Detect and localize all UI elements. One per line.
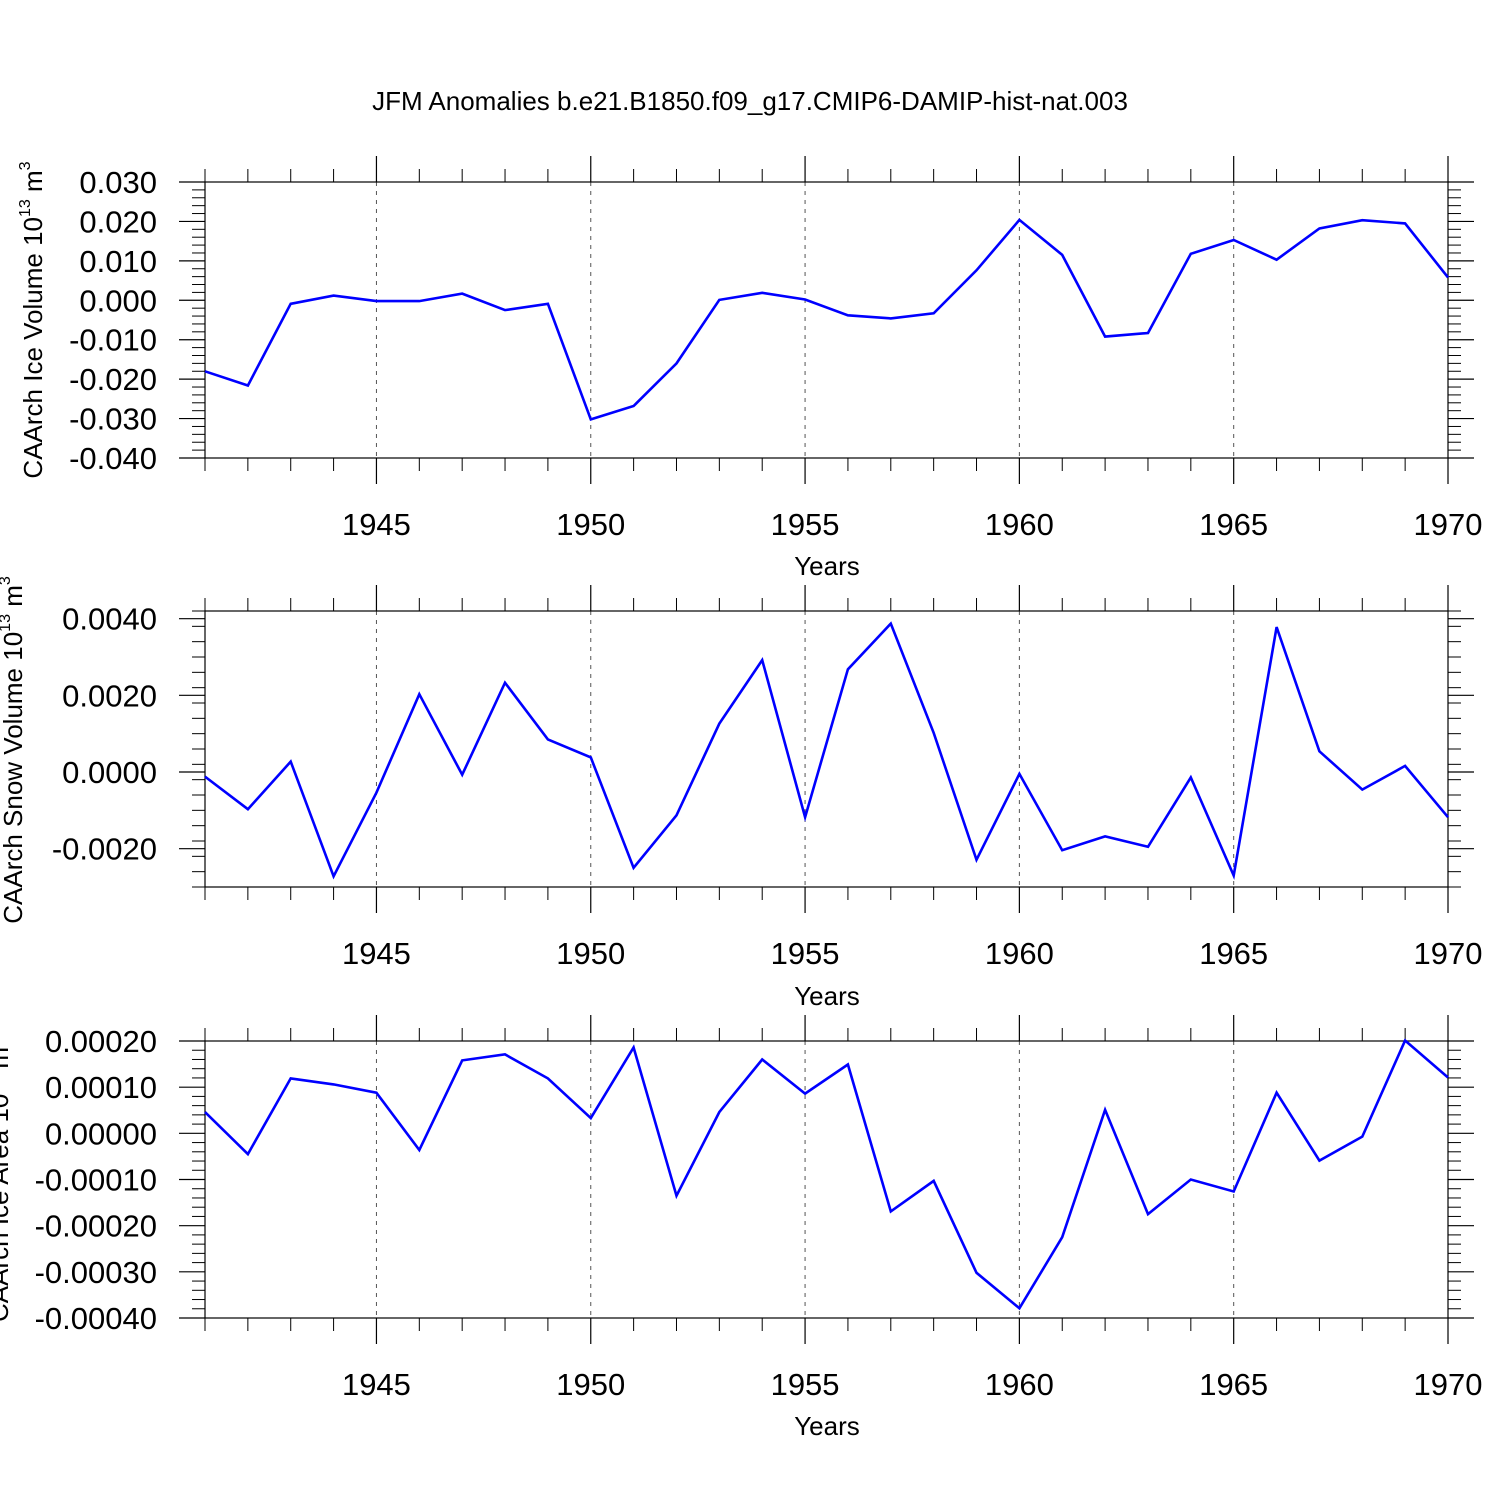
y-tick-label: 0.00000 [45, 1116, 157, 1151]
y-tick-label: 0.00010 [45, 1070, 157, 1105]
series-line [204, 621, 1449, 880]
plot-frame [204, 181, 1449, 459]
y-tick-label: -0.00030 [35, 1255, 157, 1290]
y-tick-label: 0.030 [79, 165, 157, 200]
x-tick-label: 1950 [556, 936, 625, 971]
y-tick-label: -0.030 [69, 402, 157, 437]
chart-title: JFM Anomalies b.e21.B1850.f09_g17.CMIP6-… [372, 86, 1128, 116]
x-axis-label: Years [794, 551, 860, 581]
y-axis-label: CAArch Ice Area 1013 m2 [0, 1038, 14, 1322]
y-tick-label: 0.00020 [45, 1024, 157, 1059]
series-line [204, 218, 1450, 422]
y-tick-label: -0.00020 [35, 1209, 157, 1244]
x-tick-label: 1945 [342, 507, 411, 542]
y-tick-label: -0.040 [69, 441, 157, 476]
y-axis-label: CAArch Snow Volume 1013 m3 [0, 576, 28, 924]
y-tick-label: -0.0020 [52, 832, 157, 867]
plot-frame [204, 610, 1449, 888]
y-tick-label: -0.00010 [35, 1163, 157, 1198]
panel-snow-volume: 1945 1950 1955 1960 1965 1970 -0.0020 0.0000 0.0… [0, 576, 1482, 1011]
y-tick-label: 0.0040 [62, 602, 157, 637]
x-axis-label: Years [794, 1411, 860, 1441]
x-tick-label: 1955 [771, 1367, 840, 1402]
x-tick-label: 1960 [985, 507, 1054, 542]
x-tick-label: 1955 [771, 936, 840, 971]
y-tick-label: -0.010 [69, 323, 157, 358]
plot-area: 1945 1950 1955 1960 1965 1970 -0.0020 0.0000 0.0… [52, 585, 1483, 971]
y-axis-label: CAArch Ice Volume 1013 m3 [17, 161, 48, 478]
x-tick-label: 1970 [1414, 1367, 1483, 1402]
x-tick-label: 1965 [1199, 936, 1268, 971]
y-tick-label: -0.00040 [35, 1301, 157, 1336]
y-tick-label: 0.020 [79, 204, 157, 239]
panel-ice-volume: 1945 1950 1955 1960 1965 1970 -0.040 -0.030 -0.0… [17, 156, 1482, 581]
x-tick-label: 1955 [771, 507, 840, 542]
y-tick-label: 0.0000 [62, 755, 157, 790]
x-tick-label: 1950 [556, 1367, 625, 1402]
y-tick-label: 0.010 [79, 244, 157, 279]
y-tick-label: 0.0020 [62, 678, 157, 713]
x-tick-label: 1960 [985, 1367, 1054, 1402]
x-tick-label: 1945 [342, 1367, 411, 1402]
panel-ice-area: 1945 1950 1955 1960 1965 1970 -0.00040 -0.00030… [0, 1015, 1482, 1441]
x-tick-label: 1965 [1199, 1367, 1268, 1402]
plot-area: 1945 1950 1955 1960 1965 1970 -0.00040 -0.00030… [35, 1015, 1483, 1402]
x-axis-label: Years [794, 981, 860, 1011]
x-tick-label: 1965 [1199, 507, 1268, 542]
x-tick-label: 1970 [1414, 936, 1483, 971]
y-tick-label: -0.020 [69, 362, 157, 397]
x-tick-label: 1950 [556, 507, 625, 542]
plot-frame [204, 1040, 1449, 1319]
plot-area: 1945 1950 1955 1960 1965 1970 -0.040 -0.030 -0.0… [69, 156, 1482, 542]
x-tick-label: 1945 [342, 936, 411, 971]
x-tick-label: 1970 [1414, 507, 1483, 542]
series-line [204, 1038, 1449, 1311]
x-tick-label: 1960 [985, 936, 1054, 971]
y-tick-label: 0.000 [79, 283, 157, 318]
